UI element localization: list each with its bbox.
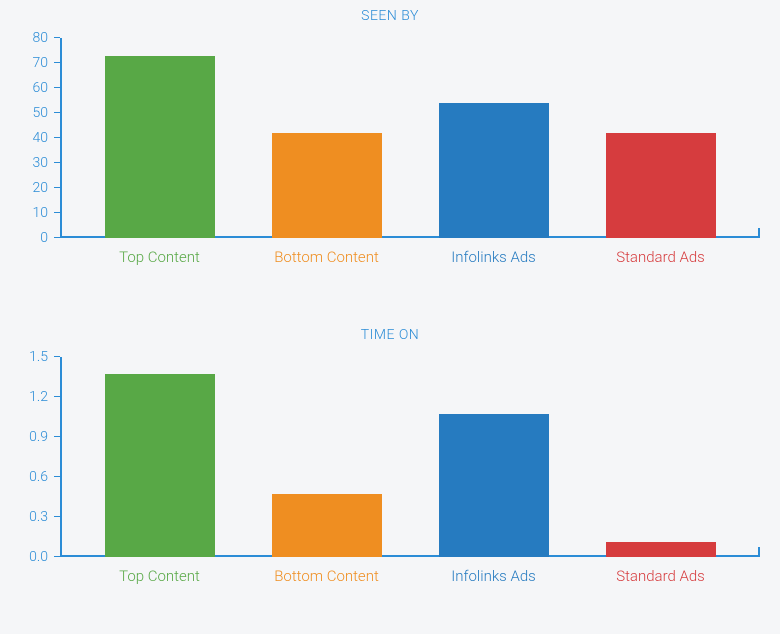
y-tick-label: 10 (32, 205, 48, 221)
x-axis-label: Infolinks Ads (410, 567, 577, 585)
y-tick-label: 1.2 (29, 389, 48, 405)
bar (439, 414, 549, 557)
bar-slot (243, 133, 410, 238)
bar (606, 133, 716, 238)
bar (439, 103, 549, 238)
bar (272, 494, 382, 557)
y-tick-label: 0.9 (29, 429, 48, 445)
chart-body: 0.00.30.60.91.21.5 (60, 357, 760, 557)
bar-slot (76, 56, 243, 239)
chart-title: TIME ON (0, 327, 780, 343)
bar (105, 56, 215, 239)
bar-slot (243, 494, 410, 557)
x-axis-label: Bottom Content (243, 248, 410, 266)
y-tick-label: 50 (32, 105, 48, 121)
x-axis-label: Bottom Content (243, 567, 410, 585)
y-tick-label: 80 (32, 30, 48, 46)
y-tick-label: 70 (32, 55, 48, 71)
bar (272, 133, 382, 238)
bar-slot (410, 414, 577, 557)
chart-time-on: TIME ON 0.00.30.60.91.21.5 Top ContentBo… (0, 287, 780, 602)
y-tick-label: 0.0 (29, 549, 48, 565)
x-axis-label: Infolinks Ads (410, 248, 577, 266)
y-axis: 0.00.30.60.91.21.5 (52, 357, 60, 557)
bar-slot (410, 103, 577, 238)
y-tick-label: 40 (32, 130, 48, 146)
y-tick-label: 0 (40, 230, 48, 246)
x-axis-label: Standard Ads (577, 567, 744, 585)
bars-container (60, 38, 760, 238)
y-tick-label: 0.3 (29, 509, 48, 525)
y-tick-label: 1.5 (29, 349, 48, 365)
y-axis: 01020304050607080 (52, 38, 60, 238)
chart-title: SEEN BY (0, 8, 780, 24)
chart-seen-by: SEEN BY 01020304050607080 Top ContentBot… (0, 0, 780, 287)
x-axis-label: Top Content (76, 567, 243, 585)
bar (105, 374, 215, 557)
y-tick-label: 0.6 (29, 469, 48, 485)
bar-slot (76, 374, 243, 557)
bar (606, 542, 716, 557)
chart-body: 01020304050607080 (60, 38, 760, 238)
x-axis-label: Standard Ads (577, 248, 744, 266)
x-axis-labels: Top ContentBottom ContentInfolinks AdsSt… (60, 567, 760, 585)
x-axis-labels: Top ContentBottom ContentInfolinks AdsSt… (60, 248, 760, 266)
y-tick-label: 30 (32, 155, 48, 171)
bar-slot (577, 133, 744, 238)
bar-slot (577, 542, 744, 557)
y-tick-label: 60 (32, 80, 48, 96)
bars-container (60, 357, 760, 557)
x-axis-label: Top Content (76, 248, 243, 266)
y-tick-label: 20 (32, 180, 48, 196)
